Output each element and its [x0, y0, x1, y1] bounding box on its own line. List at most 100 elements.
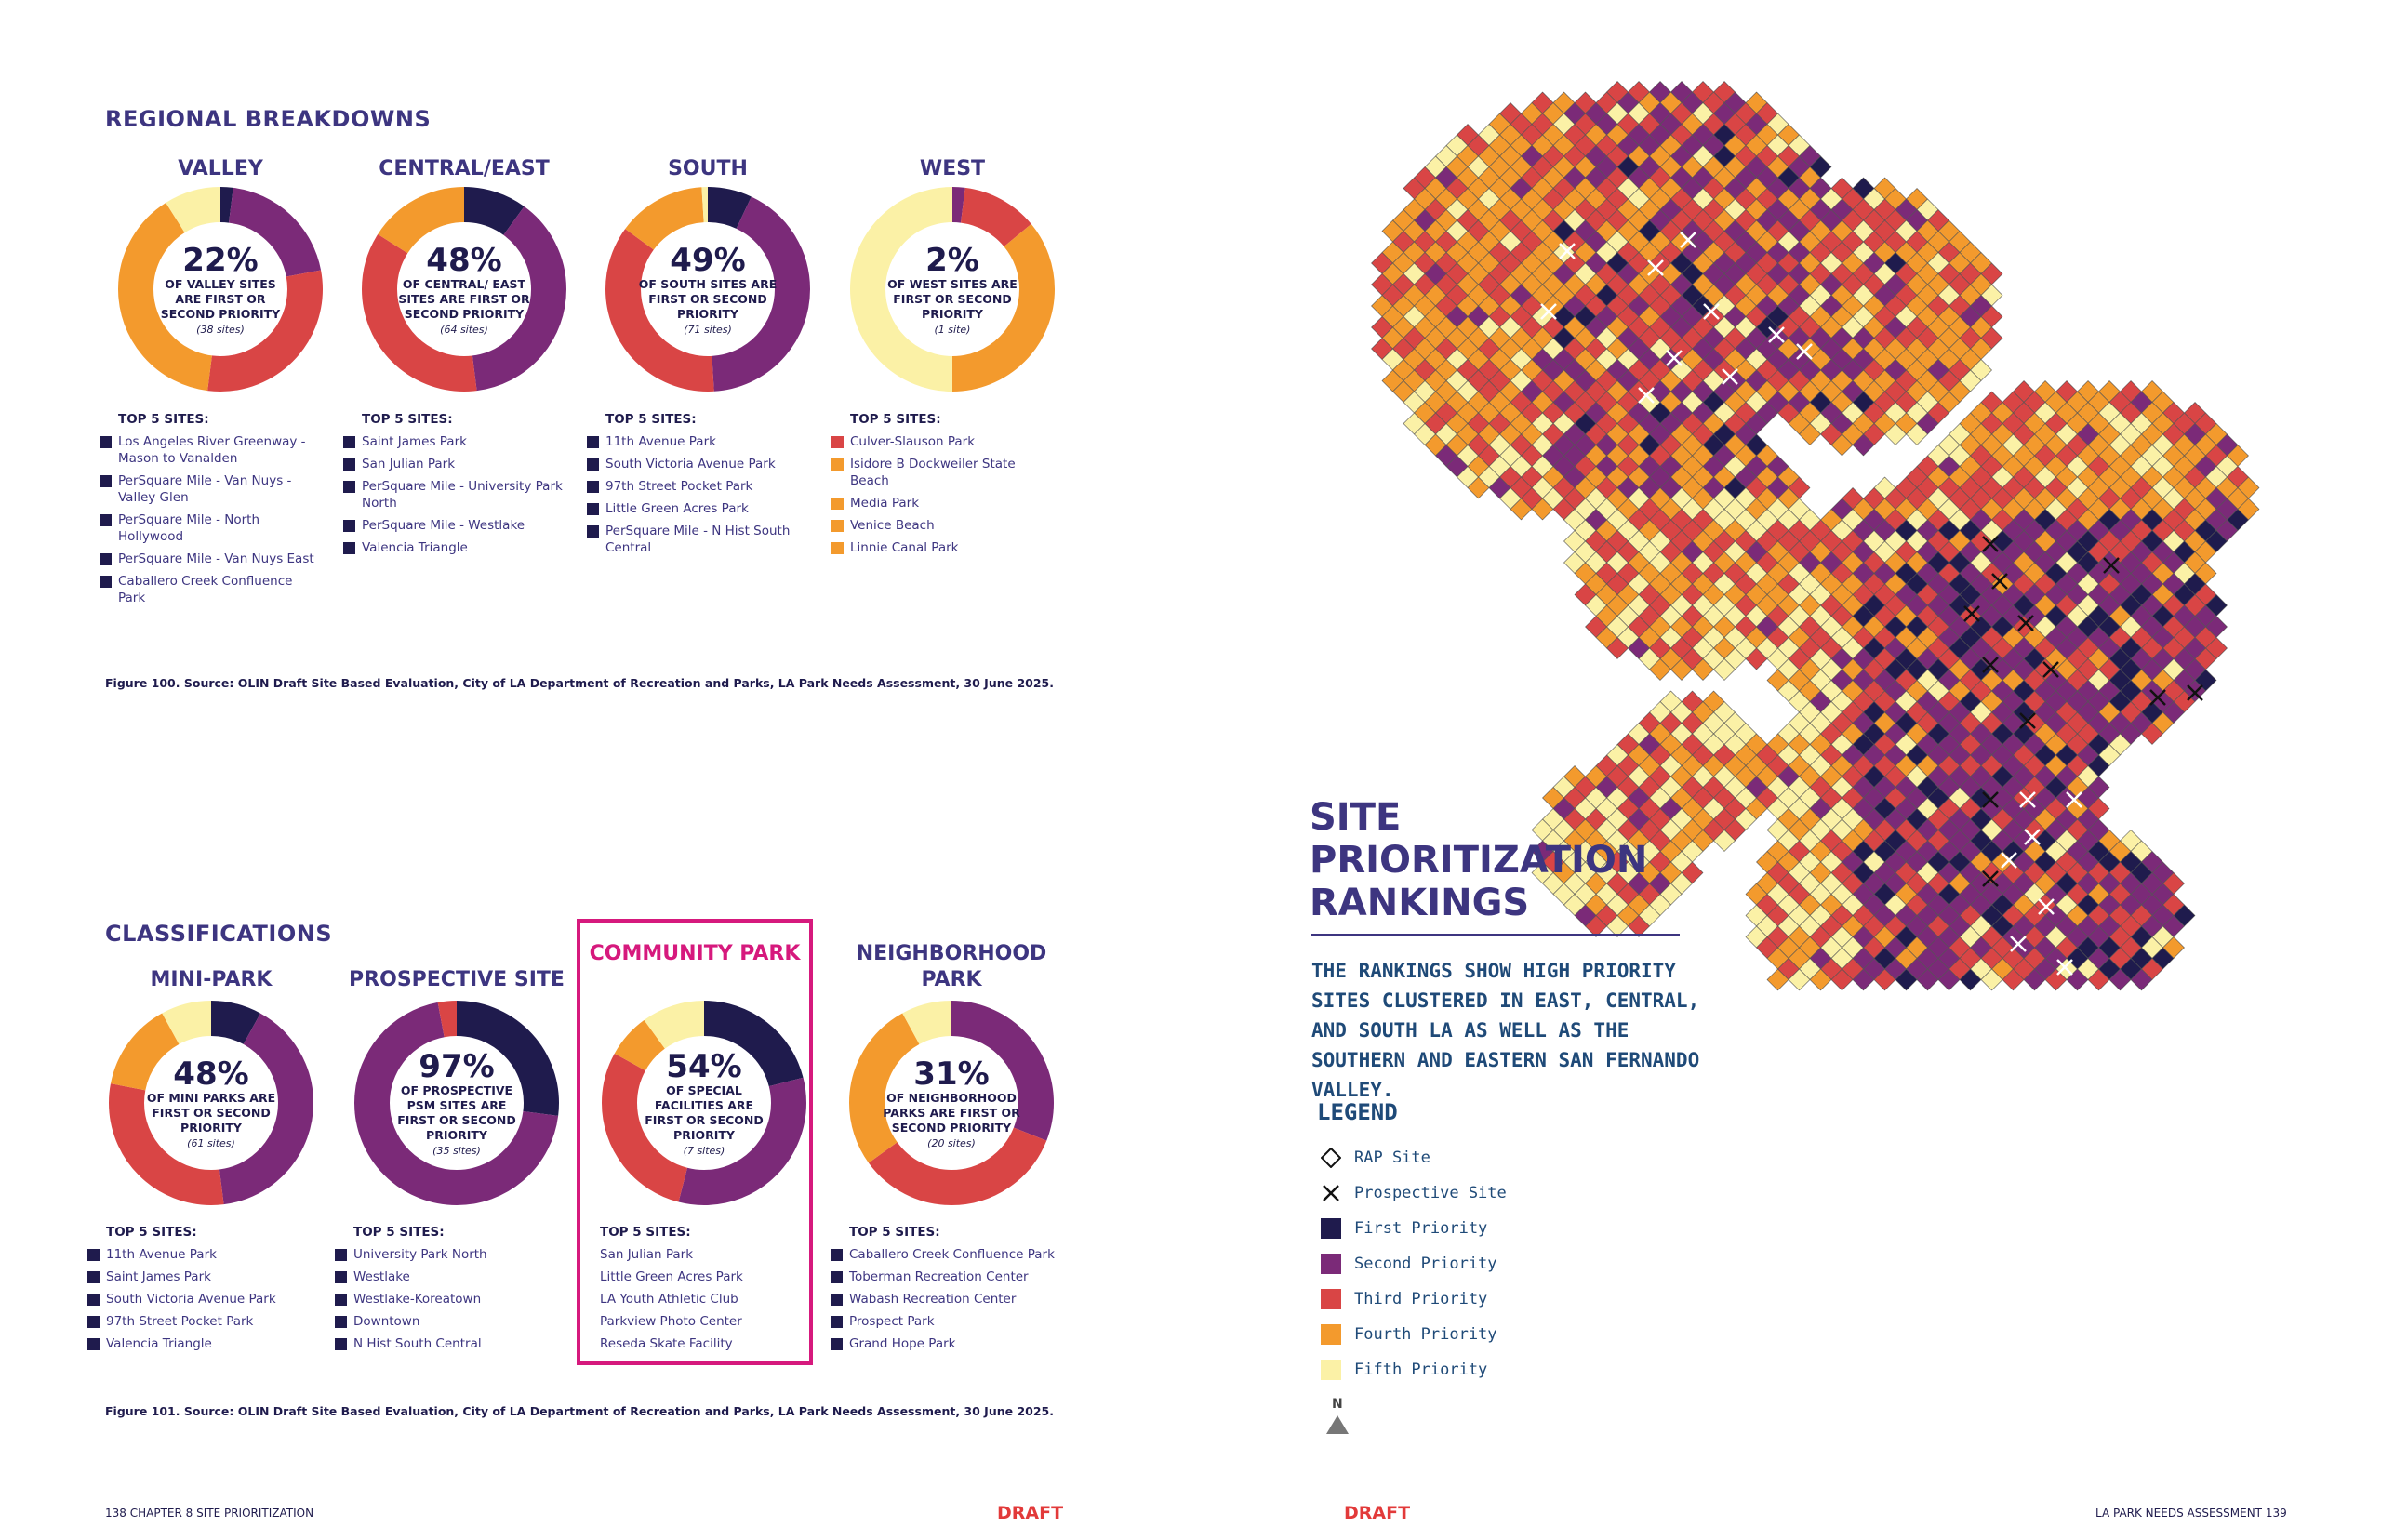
top-site-label: PerSquare Mile - N Hist South Central	[605, 524, 791, 555]
prospective-site-x-mark	[2149, 689, 2166, 706]
map-tile	[1788, 968, 1811, 991]
top-sites-heading: TOP 5 SITES:	[605, 412, 697, 427]
prospective-site-x-mark	[2038, 898, 2055, 915]
left-page-footer: 138 CHAPTER 8 SITE PRIORITIZATION	[105, 1507, 314, 1520]
prospective-site-x-mark	[2001, 852, 2017, 869]
donut-chart	[354, 1001, 559, 1205]
donut-percent: 31%	[913, 1055, 990, 1093]
top-site-item: Caballero Creek Confluence Park	[831, 1246, 1072, 1263]
donut-description: OF CENTRAL/ EAST SITES ARE FIRST OR SECO…	[398, 276, 530, 321]
map-site-markers	[1540, 232, 2203, 976]
top-site-item: N Hist South Central	[335, 1335, 558, 1352]
donut-mini-park: 48% OF MINI PARKS ARE FIRST OR SECOND PRI…	[109, 1001, 313, 1205]
prospective-site-x-mark	[2056, 959, 2073, 976]
top-site-label: Los Angeles River Greenway - Mason to Va…	[118, 434, 306, 466]
top-site-label: Westlake-Koreatown	[353, 1292, 482, 1307]
donut-percent: 22%	[182, 241, 259, 279]
map-tiles	[1371, 81, 2260, 991]
donut-segment-fifth-priority	[118, 187, 323, 392]
top-site-item: San Julian Park	[581, 1246, 805, 1263]
map-tile	[1628, 915, 1650, 937]
priority-swatch	[587, 525, 599, 538]
map-tile	[2044, 968, 2068, 991]
donut-site-count: (61 sites)	[187, 1136, 235, 1149]
legend-prospective-site: Prospective Site	[1321, 1183, 1507, 1203]
top-site-item: 97th Street Pocket Park	[587, 478, 819, 495]
right-page-footer: LA PARK NEEDS ASSESSMENT 139	[2095, 1507, 2287, 1520]
top-sites-heading: TOP 5 SITES:	[118, 412, 209, 427]
donut-segment-fifth-priority	[850, 187, 1055, 392]
top-site-item: South Victoria Avenue Park	[587, 456, 819, 472]
map-tile	[1670, 658, 1693, 681]
donut-segment-second-priority	[602, 1001, 806, 1205]
map-tile	[1467, 476, 1490, 499]
top-site-label: South Victoria Avenue Park	[605, 457, 776, 471]
map-tile	[1980, 968, 2003, 991]
map-tile	[2023, 968, 2046, 991]
top-site-item: 97th Street Pocket Park	[87, 1313, 320, 1330]
top-site-label: Culver-Slauson Park	[850, 434, 976, 449]
prospective-site-x-mark	[2019, 712, 2036, 729]
lede-paragraph: THE RANKINGS SHOW HIGH PRIORITY SITES CL…	[1311, 960, 1700, 1101]
map-tile	[2087, 968, 2110, 991]
map-tile	[2141, 723, 2163, 745]
map-tile	[1745, 647, 1768, 670]
top-sites-list-community-park: San Julian Park Little Green Acres Park LA…	[581, 1246, 805, 1358]
top-site-item: Downtown	[335, 1313, 558, 1330]
donut-segment-third-priority	[605, 187, 810, 392]
donut-site-count: (64 sites)	[440, 323, 488, 336]
donut-description: OF SPECIAL FACILITIES ARE FIRST OR SECON…	[645, 1082, 764, 1142]
donut-title-community-park: COMMUNITY PARK	[589, 942, 801, 965]
prioritization-map	[1371, 81, 2260, 991]
donut-segment-fifth-priority	[109, 1001, 313, 1205]
donut-segment-third-priority	[362, 187, 566, 392]
top-site-item: Saint James Park	[343, 433, 576, 450]
donut-chart	[602, 1001, 806, 1205]
priority-swatch	[335, 1294, 347, 1306]
donut-neighborhood-park: 31% OF NEIGHBORHOOD PARKS ARE FIRST OR SE…	[849, 1001, 1054, 1205]
prospective-site-x-mark	[1638, 387, 1655, 404]
right-page-title: SITE PRIORITIZATION RANKINGS	[1310, 796, 1647, 924]
top-site-label: South Victoria Avenue Park	[106, 1292, 276, 1307]
donut-description: OF SOUTH SITES ARE FIRST OR SECOND PRIOR…	[638, 276, 778, 321]
donut-segment-fourth-priority	[850, 187, 1055, 392]
top-sites-heading: TOP 5 SITES:	[106, 1225, 197, 1240]
top-site-item: Westlake-Koreatown	[335, 1291, 558, 1308]
regional-breakdowns-title: REGIONAL BREAKDOWNS	[105, 106, 432, 132]
donut-percent: 49%	[670, 241, 746, 279]
top-site-item: PerSquare Mile - University Park North	[343, 478, 576, 511]
title-line-3: RANKINGS	[1310, 882, 1530, 924]
map-tile	[1906, 423, 1928, 445]
top-site-label: Reseda Skate Facility	[600, 1336, 733, 1351]
donut-segment-fifth-priority	[602, 1001, 806, 1205]
map-tile	[1606, 637, 1629, 659]
map-tile	[2002, 968, 2025, 991]
top-site-label: N Hist South Central	[353, 1336, 482, 1351]
donut-segment-fourth-priority	[362, 187, 566, 392]
priority-swatch	[587, 458, 599, 471]
priority-swatch	[343, 481, 355, 493]
priority-swatch	[831, 1294, 843, 1306]
x-mark-icon	[1323, 1185, 1339, 1201]
top-site-item: Saint James Park	[87, 1268, 320, 1285]
top-site-label: PerSquare Mile - Westlake	[362, 518, 525, 533]
prospective-site-x-mark	[2019, 791, 2036, 808]
top-site-label: Media Park	[850, 496, 920, 511]
priority-swatch	[581, 1338, 593, 1350]
top-site-label: Downtown	[353, 1314, 420, 1329]
priority-swatch	[581, 1271, 593, 1283]
donut-central-east: 48% OF CENTRAL/ EAST SITES ARE FIRST OR S…	[362, 187, 566, 392]
donut-segment-second-priority	[362, 187, 566, 392]
priority-swatch	[831, 1249, 843, 1261]
map-tile	[1937, 968, 1961, 991]
priority-swatch	[831, 1271, 843, 1283]
priority-swatch	[100, 514, 112, 526]
top-sites-heading: TOP 5 SITES:	[850, 412, 941, 427]
priority-swatch	[100, 436, 112, 448]
donut-title-neighborhood-park: NEIGHBORHOOD PARK	[856, 942, 1047, 991]
legend-swatch	[1321, 1324, 1341, 1345]
top-site-label: Prospect Park	[849, 1314, 935, 1329]
legend-priority-item: Second Priority	[1321, 1254, 1497, 1274]
top-site-item: San Julian Park	[343, 456, 576, 472]
right-draft-mark: DRAFT	[1344, 1503, 1411, 1523]
